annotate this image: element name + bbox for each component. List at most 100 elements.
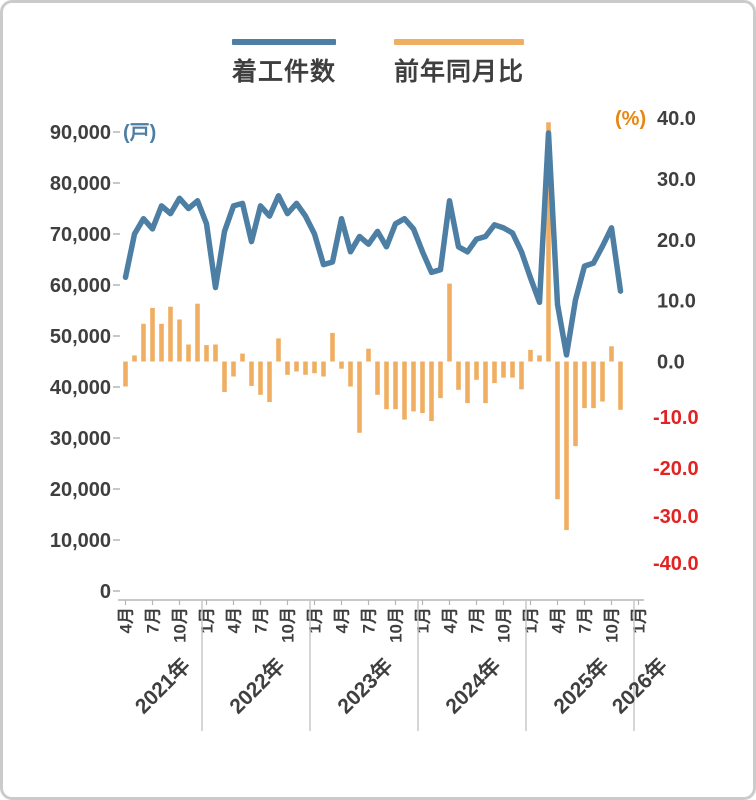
year-label: 2022年 [225, 654, 290, 719]
month-label: 1月 [630, 607, 649, 633]
bar [483, 361, 488, 404]
month-label: 10月 [387, 607, 406, 643]
left-axis-label: 10,000 [50, 530, 111, 552]
bar [402, 361, 407, 420]
month-label: 1月 [198, 607, 217, 633]
bar [303, 361, 308, 375]
bar [555, 361, 560, 500]
bar [186, 344, 191, 362]
month-label: 4月 [225, 607, 244, 633]
bar [204, 345, 209, 362]
bar [231, 361, 236, 377]
line-series [122, 130, 624, 358]
legend-label-bar: 前年同月比 [394, 58, 525, 86]
legend-label-line: 着工件数 [231, 58, 336, 86]
year-label: 2026年 [607, 654, 672, 719]
right-axis-label-negative: -20.0 [653, 458, 699, 480]
bar [249, 361, 254, 386]
bar [510, 361, 515, 378]
bar [330, 332, 335, 362]
bar [600, 361, 605, 402]
bar [339, 361, 344, 369]
right-axis-label: 20.0 [657, 230, 696, 252]
year-label: 2025年 [549, 654, 614, 719]
bar [537, 355, 542, 362]
month-label: 4月 [441, 607, 460, 633]
bar [438, 361, 443, 399]
bar [591, 361, 596, 409]
month-label: 7月 [360, 607, 379, 633]
right-axis-unit: (%) [615, 108, 646, 130]
bar [456, 361, 461, 390]
bar [564, 361, 569, 531]
bar [384, 361, 389, 410]
left-axis-label: 50,000 [50, 326, 111, 348]
month-label: 1月 [522, 607, 541, 633]
left-axis-label: 20,000 [50, 479, 111, 501]
bar [141, 323, 146, 362]
month-label: 7月 [468, 607, 487, 633]
bar [258, 361, 263, 395]
bar-series-swatch [394, 39, 525, 45]
left-axis-label: 0 [100, 581, 111, 603]
right-axis-label-negative: -30.0 [653, 506, 699, 528]
year-label: 2024年 [441, 654, 506, 719]
month-label: 7月 [144, 607, 163, 633]
bar [285, 361, 290, 375]
bar [222, 361, 227, 392]
bar [159, 323, 164, 362]
bar [348, 361, 353, 387]
legend-item-bar: 前年同月比 [394, 39, 525, 88]
month-label: 1月 [306, 607, 325, 633]
bar [267, 361, 272, 402]
left-axis-label: 70,000 [50, 224, 111, 246]
bar [177, 319, 182, 362]
bar [474, 361, 479, 380]
bar [168, 306, 173, 362]
month-label: 10月 [279, 607, 298, 643]
bar [528, 349, 533, 362]
year-label: 2021年 [130, 654, 195, 719]
bar [447, 283, 452, 362]
bar [240, 353, 245, 362]
right-axis-label: 40.0 [657, 108, 696, 130]
right-axis-label: 30.0 [657, 169, 696, 191]
bar [150, 307, 155, 362]
month-label: 7月 [252, 607, 271, 633]
right-axis-label: 0.0 [657, 352, 685, 374]
bar [501, 361, 506, 378]
bar [123, 361, 128, 387]
left-axis-label: 90,000 [50, 122, 111, 144]
month-label: 7月 [576, 607, 595, 633]
right-axis-label-negative: -40.0 [653, 553, 699, 575]
right-axis-label: 10.0 [657, 291, 696, 313]
bar [429, 361, 434, 422]
bar [213, 344, 218, 362]
month-label: 10月 [603, 607, 622, 643]
right-axis-label-negative: -10.0 [653, 407, 699, 429]
bar [618, 361, 623, 410]
bar [276, 338, 281, 362]
line-series-swatch [231, 39, 336, 45]
bar [609, 346, 614, 362]
month-label: 1月 [414, 607, 433, 633]
bar [312, 361, 317, 374]
bar [465, 361, 470, 404]
left-axis-label: 80,000 [50, 173, 111, 195]
bar [582, 361, 587, 409]
month-label: 4月 [117, 607, 136, 633]
legend-item-line: 着工件数 [231, 39, 336, 88]
left-axis-unit: (戸) [123, 122, 156, 144]
bar [321, 361, 326, 377]
year-label: 2023年 [333, 654, 398, 719]
bar [366, 348, 371, 362]
bar [132, 355, 137, 362]
bar [294, 361, 299, 372]
chart-legend: 着工件数 前年同月比 [3, 39, 753, 88]
bar [195, 303, 200, 362]
month-label: 10月 [171, 607, 190, 643]
bar [573, 361, 578, 447]
bar [411, 361, 416, 412]
bar-series [123, 122, 623, 531]
